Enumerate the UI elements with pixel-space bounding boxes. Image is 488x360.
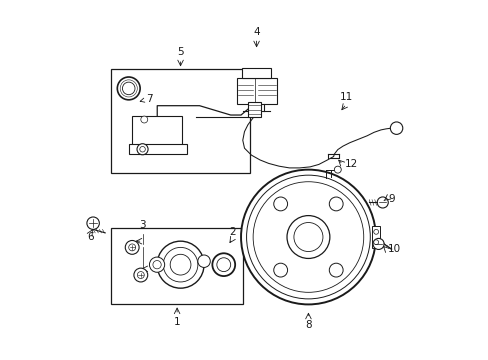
Circle shape bbox=[286, 216, 329, 258]
Circle shape bbox=[328, 197, 343, 211]
Text: 5: 5 bbox=[177, 47, 183, 57]
Circle shape bbox=[137, 271, 144, 279]
Text: 3: 3 bbox=[139, 220, 145, 230]
Circle shape bbox=[273, 197, 287, 211]
Circle shape bbox=[334, 166, 341, 173]
Bar bbox=[236, 78, 276, 104]
Bar bbox=[242, 68, 270, 78]
Text: 1: 1 bbox=[173, 316, 180, 327]
Circle shape bbox=[125, 240, 139, 254]
Circle shape bbox=[163, 247, 198, 282]
Circle shape bbox=[134, 268, 147, 282]
Text: 6: 6 bbox=[87, 232, 94, 242]
Text: 9: 9 bbox=[387, 194, 394, 204]
Circle shape bbox=[273, 263, 287, 277]
Circle shape bbox=[149, 257, 164, 272]
Circle shape bbox=[372, 238, 384, 249]
Text: 12: 12 bbox=[344, 159, 357, 170]
Circle shape bbox=[328, 263, 343, 277]
Circle shape bbox=[373, 229, 378, 234]
Circle shape bbox=[241, 170, 375, 305]
Bar bbox=[111, 228, 242, 305]
Circle shape bbox=[376, 197, 387, 208]
Text: 2: 2 bbox=[228, 227, 235, 237]
Circle shape bbox=[216, 258, 230, 271]
Circle shape bbox=[253, 182, 363, 292]
Circle shape bbox=[153, 261, 161, 269]
Circle shape bbox=[122, 82, 135, 95]
Circle shape bbox=[293, 222, 322, 252]
Circle shape bbox=[117, 77, 140, 100]
Text: 11: 11 bbox=[339, 92, 352, 102]
Text: 8: 8 bbox=[305, 320, 311, 330]
Bar bbox=[111, 69, 249, 173]
Circle shape bbox=[157, 241, 203, 288]
Circle shape bbox=[389, 122, 402, 134]
Bar bbox=[247, 102, 261, 117]
Circle shape bbox=[198, 255, 210, 267]
Text: 10: 10 bbox=[387, 244, 400, 254]
Text: 7: 7 bbox=[140, 94, 152, 104]
Circle shape bbox=[141, 116, 147, 123]
Circle shape bbox=[140, 147, 145, 152]
Circle shape bbox=[137, 144, 148, 155]
Circle shape bbox=[246, 175, 369, 299]
Bar bbox=[371, 226, 379, 248]
Bar bbox=[128, 144, 187, 154]
Circle shape bbox=[87, 217, 99, 229]
Circle shape bbox=[128, 244, 135, 251]
Circle shape bbox=[170, 254, 190, 275]
Bar bbox=[132, 116, 182, 145]
Circle shape bbox=[212, 253, 235, 276]
Circle shape bbox=[373, 240, 378, 245]
Text: 4: 4 bbox=[253, 27, 260, 37]
